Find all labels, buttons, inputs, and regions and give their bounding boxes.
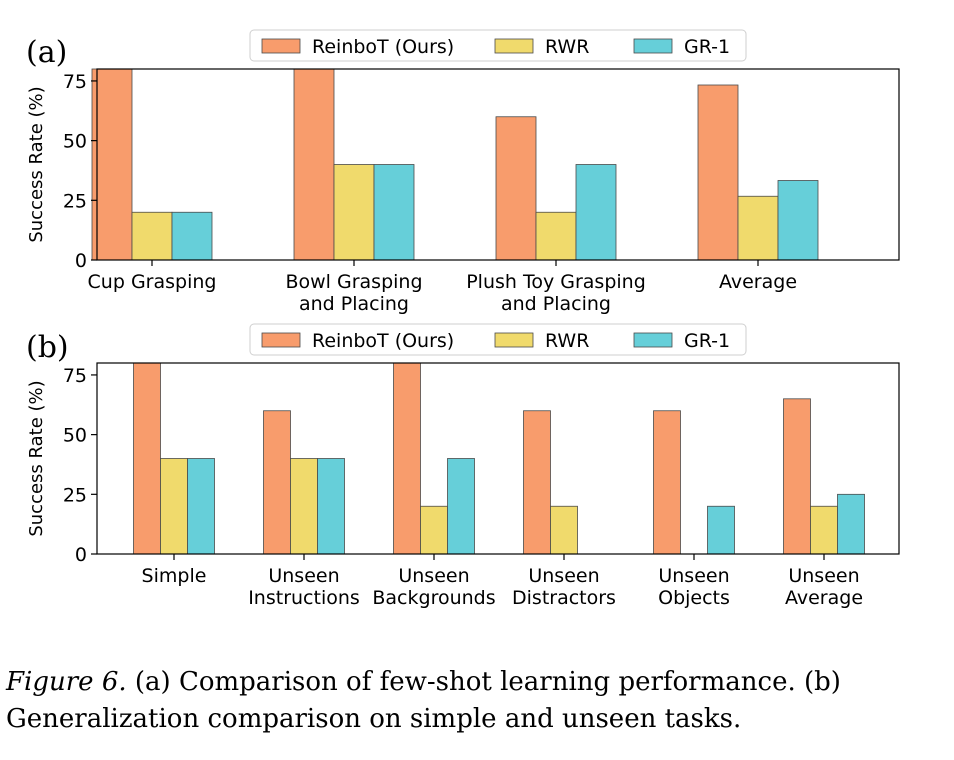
bar bbox=[420, 505, 448, 555]
bar bbox=[550, 505, 578, 555]
legend: ReinboT (Ours) RWR GR-1 bbox=[249, 323, 747, 356]
x-tick-label: Unseen bbox=[528, 565, 599, 587]
y-tick-label: 25 bbox=[63, 484, 87, 506]
bar bbox=[373, 164, 415, 261]
x-tick-label: Unseen bbox=[398, 565, 469, 587]
bar bbox=[837, 493, 865, 555]
y-axis-title: Success Rate (%) bbox=[26, 86, 47, 242]
y-tick-label: 0 bbox=[75, 250, 87, 272]
bar bbox=[447, 458, 475, 555]
bar bbox=[290, 458, 318, 555]
bar bbox=[317, 458, 345, 555]
x-tick-label: Backgrounds bbox=[372, 587, 495, 609]
legend-swatch bbox=[494, 38, 534, 54]
panel-label: (a) bbox=[26, 35, 67, 70]
y-axis-title: Success Rate (%) bbox=[26, 380, 47, 536]
y-tick-label: 50 bbox=[63, 131, 87, 153]
panel-label: (b) bbox=[26, 330, 69, 365]
legend: ReinboT (Ours) RWR GR-1 bbox=[249, 29, 747, 62]
bar bbox=[131, 211, 173, 261]
legend-label: RWR bbox=[545, 36, 589, 58]
bar bbox=[697, 84, 739, 261]
x-tick-label: Simple bbox=[142, 565, 207, 587]
bar bbox=[263, 410, 291, 555]
legend-swatch bbox=[633, 38, 673, 54]
bar bbox=[293, 68, 335, 261]
legend-swatch bbox=[494, 332, 534, 348]
bar bbox=[777, 180, 819, 261]
x-tick-label: and Placing bbox=[501, 293, 611, 315]
x-tick-label: Distractors bbox=[512, 587, 616, 609]
bar bbox=[91, 68, 133, 261]
bar bbox=[523, 410, 551, 555]
legend-swatch bbox=[633, 332, 673, 348]
y-tick-label: 50 bbox=[63, 425, 87, 447]
bar bbox=[575, 164, 617, 261]
x-tick-label: Unseen bbox=[268, 565, 339, 587]
bar bbox=[160, 458, 188, 555]
legend-swatch bbox=[261, 38, 301, 54]
y-tick-label: 75 bbox=[63, 365, 87, 387]
x-tick-label: Bowl Grasping bbox=[285, 271, 422, 293]
x-tick-label: Average bbox=[719, 271, 797, 293]
bar bbox=[737, 195, 779, 261]
bar bbox=[133, 362, 161, 555]
x-tick-label: Objects bbox=[658, 587, 730, 609]
x-tick-label: Plush Toy Grasping bbox=[466, 271, 646, 293]
x-tick-label: and Placing bbox=[299, 293, 409, 315]
x-tick-label: Instructions bbox=[248, 587, 360, 609]
y-tick-label: 25 bbox=[63, 190, 87, 212]
bar bbox=[783, 398, 811, 555]
x-tick-label: Unseen bbox=[658, 565, 729, 587]
bar bbox=[535, 211, 577, 261]
legend-label: GR-1 bbox=[684, 330, 730, 352]
legend-label: ReinboT (Ours) bbox=[312, 330, 454, 352]
bar bbox=[187, 458, 215, 555]
y-tick-label: 0 bbox=[75, 544, 87, 566]
x-tick-label: Unseen bbox=[788, 565, 859, 587]
legend-label: GR-1 bbox=[684, 36, 730, 58]
plot-frame bbox=[96, 362, 900, 555]
y-tick-label: 75 bbox=[63, 71, 87, 93]
bar bbox=[393, 362, 421, 555]
legend-label: ReinboT (Ours) bbox=[312, 36, 454, 58]
legend-label: RWR bbox=[545, 330, 589, 352]
bar bbox=[333, 164, 375, 261]
figure-caption: Figure 6. (a) Comparison of few-shot lea… bbox=[6, 664, 946, 738]
bar bbox=[653, 410, 681, 555]
caption-text: (a) Comparison of few-shot learning perf… bbox=[6, 667, 841, 734]
x-tick-label: Cup Grasping bbox=[88, 271, 217, 293]
x-tick-label: Average bbox=[785, 587, 863, 609]
bar bbox=[171, 211, 213, 261]
bar bbox=[810, 505, 838, 555]
bar bbox=[495, 116, 537, 261]
bar bbox=[707, 505, 735, 555]
legend-swatch bbox=[261, 332, 301, 348]
caption-label: Figure 6. bbox=[6, 667, 127, 697]
plot-frame bbox=[96, 68, 900, 261]
